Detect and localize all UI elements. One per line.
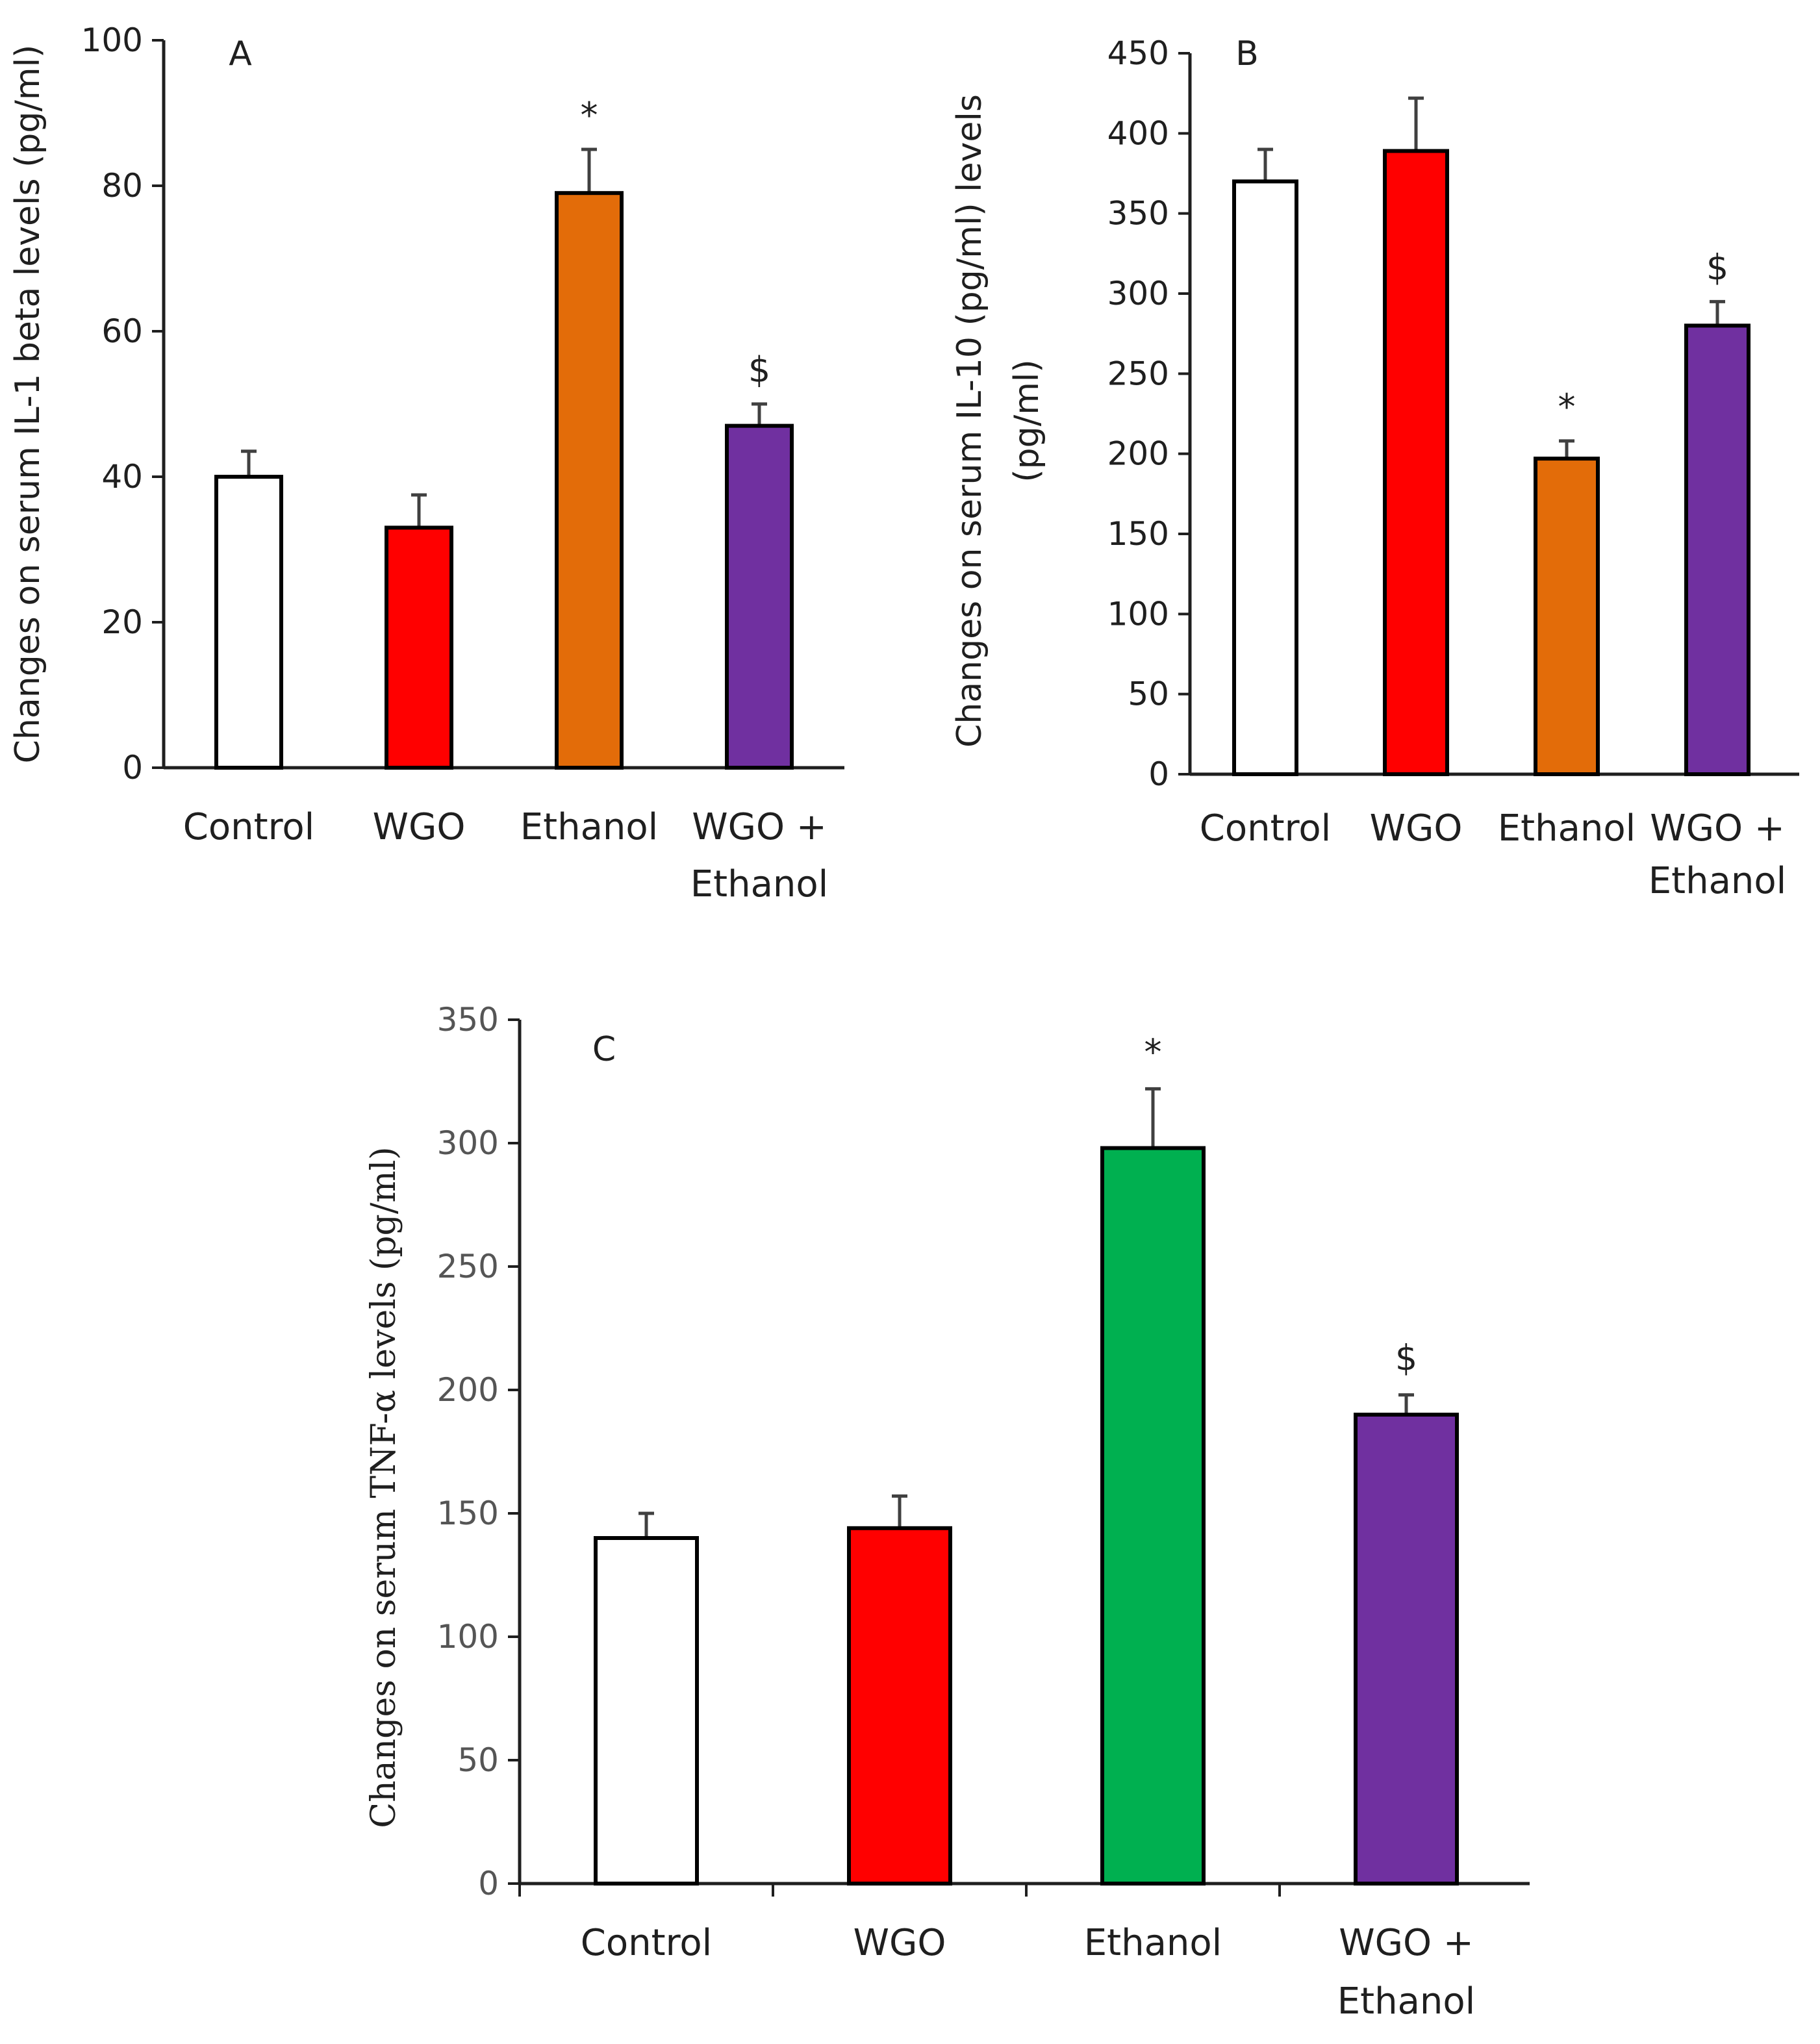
panel-b-x-category-label: WGO bbox=[1370, 807, 1463, 850]
panel-b-x-category-label: WGO + bbox=[1650, 807, 1785, 850]
panel-c-y-tick-label: 150 bbox=[437, 1495, 499, 1532]
panel-c-bar bbox=[594, 1536, 699, 1886]
panel-a-y-tick-label: 60 bbox=[101, 312, 143, 350]
panel-b-significance-mark: * bbox=[1558, 386, 1576, 427]
panel-a-y-tick-label: 0 bbox=[122, 749, 143, 787]
panel-c-x-category-label: WGO + bbox=[1339, 1922, 1474, 1964]
panel-c-x-category-label: WGO bbox=[853, 1922, 946, 1964]
panel-b-bar bbox=[1534, 457, 1600, 776]
panel-c-y-tick-label: 200 bbox=[437, 1371, 499, 1409]
panel-b-bar bbox=[1383, 149, 1449, 776]
panel-c-bar bbox=[1100, 1146, 1206, 1886]
panel-a-x-category-label: Ethanol bbox=[690, 863, 828, 905]
panel-b-y-tick-label: 150 bbox=[1107, 515, 1169, 553]
panel-a-x-category-label: WGO + bbox=[692, 806, 827, 848]
panel-c-y-axis-label: Changes on serum TNF-α levels (pg/ml) bbox=[364, 1146, 403, 1828]
panel-b-bar bbox=[1232, 179, 1298, 777]
panel-b-bar bbox=[1684, 323, 1750, 777]
panel-b-y-tick-label: 200 bbox=[1107, 435, 1169, 473]
panel-c-y-tick-label: 300 bbox=[437, 1124, 499, 1162]
panel-a-bar bbox=[214, 475, 283, 770]
panel-b-y-tick-label: 350 bbox=[1107, 195, 1169, 233]
panel-a-significance-mark: * bbox=[581, 95, 598, 136]
panel-b-y-tick-label: 100 bbox=[1107, 595, 1169, 633]
panel-a-y-tick-label: 80 bbox=[101, 167, 143, 205]
panel-b-y-tick-label: 400 bbox=[1107, 114, 1169, 152]
panel-c: 0 50 100 150 200 250 300 350 Control WGO * Ethanol $… bbox=[364, 1001, 1530, 2023]
panel-c-y-tick-label: 250 bbox=[437, 1248, 499, 1285]
panel-b-y-axis-label: (pg/ml) bbox=[1007, 359, 1046, 482]
panel-c-y-tick-label: 50 bbox=[457, 1741, 499, 1779]
panel-a-x-category-label: WGO bbox=[373, 806, 466, 848]
panel-a-bar bbox=[555, 191, 624, 770]
panel-c-y-tick-label: 100 bbox=[437, 1618, 499, 1656]
panel-b-significance-mark: $ bbox=[1706, 247, 1728, 288]
panel-c-bar bbox=[847, 1526, 952, 1886]
panel-b-x-category-label: Ethanol bbox=[1649, 860, 1786, 902]
panel-a-y-axis-label: Changes on serum IL-1 beta levels (pg/ml… bbox=[8, 45, 47, 764]
panel-b-y-tick-label: 250 bbox=[1107, 355, 1169, 392]
panel-c-bar bbox=[1354, 1413, 1459, 1886]
panel-b-y-tick-label: 0 bbox=[1148, 755, 1169, 793]
panel-b-x-category-label: Ethanol bbox=[1498, 807, 1636, 850]
panel-c-x-category-label: Ethanol bbox=[1337, 1980, 1475, 2023]
panel-c-panel-letter: C bbox=[592, 1030, 616, 1069]
panel-b-panel-letter: B bbox=[1235, 34, 1259, 73]
panel-c-x-category-label: Control bbox=[581, 1922, 712, 1964]
panel-a-x-category-label: Ethanol bbox=[520, 806, 658, 848]
panel-b-y-axis-label: Changes on serum IL-10 (pg/ml) levels bbox=[950, 94, 989, 748]
panel-b-y-tick-label: 300 bbox=[1107, 275, 1169, 312]
panel-a-bar bbox=[725, 423, 794, 770]
panel-c-significance-mark: $ bbox=[1395, 1338, 1417, 1379]
panel-c-significance-mark: * bbox=[1144, 1031, 1162, 1072]
panel-c-y-tick-label: 0 bbox=[478, 1865, 499, 1902]
panel-a-x-category-label: Control bbox=[183, 806, 314, 848]
panel-b: 0 50 100 150 200 250 300 350 400 450 Control WGO * Et… bbox=[950, 34, 1799, 902]
panel-b-y-tick-label: 450 bbox=[1107, 34, 1169, 72]
panel-a-significance-mark: $ bbox=[748, 349, 770, 390]
panel-c-y-tick-label: 350 bbox=[437, 1001, 499, 1039]
panel-b-x-category-label: Control bbox=[1200, 807, 1331, 850]
panel-a-y-tick-label: 40 bbox=[101, 458, 143, 496]
panel-a: 0 20 40 60 80 100 Control WGO * Ethanol $ WGO + Etha… bbox=[8, 21, 844, 905]
panel-b-y-tick-label: 50 bbox=[1128, 675, 1169, 713]
panel-a-y-tick-label: 20 bbox=[101, 603, 143, 641]
panel-a-bar bbox=[385, 525, 453, 770]
panel-a-y-tick-label: 100 bbox=[81, 21, 143, 59]
panel-c-x-category-label: Ethanol bbox=[1084, 1922, 1222, 1964]
panel-a-panel-letter: A bbox=[229, 34, 252, 73]
